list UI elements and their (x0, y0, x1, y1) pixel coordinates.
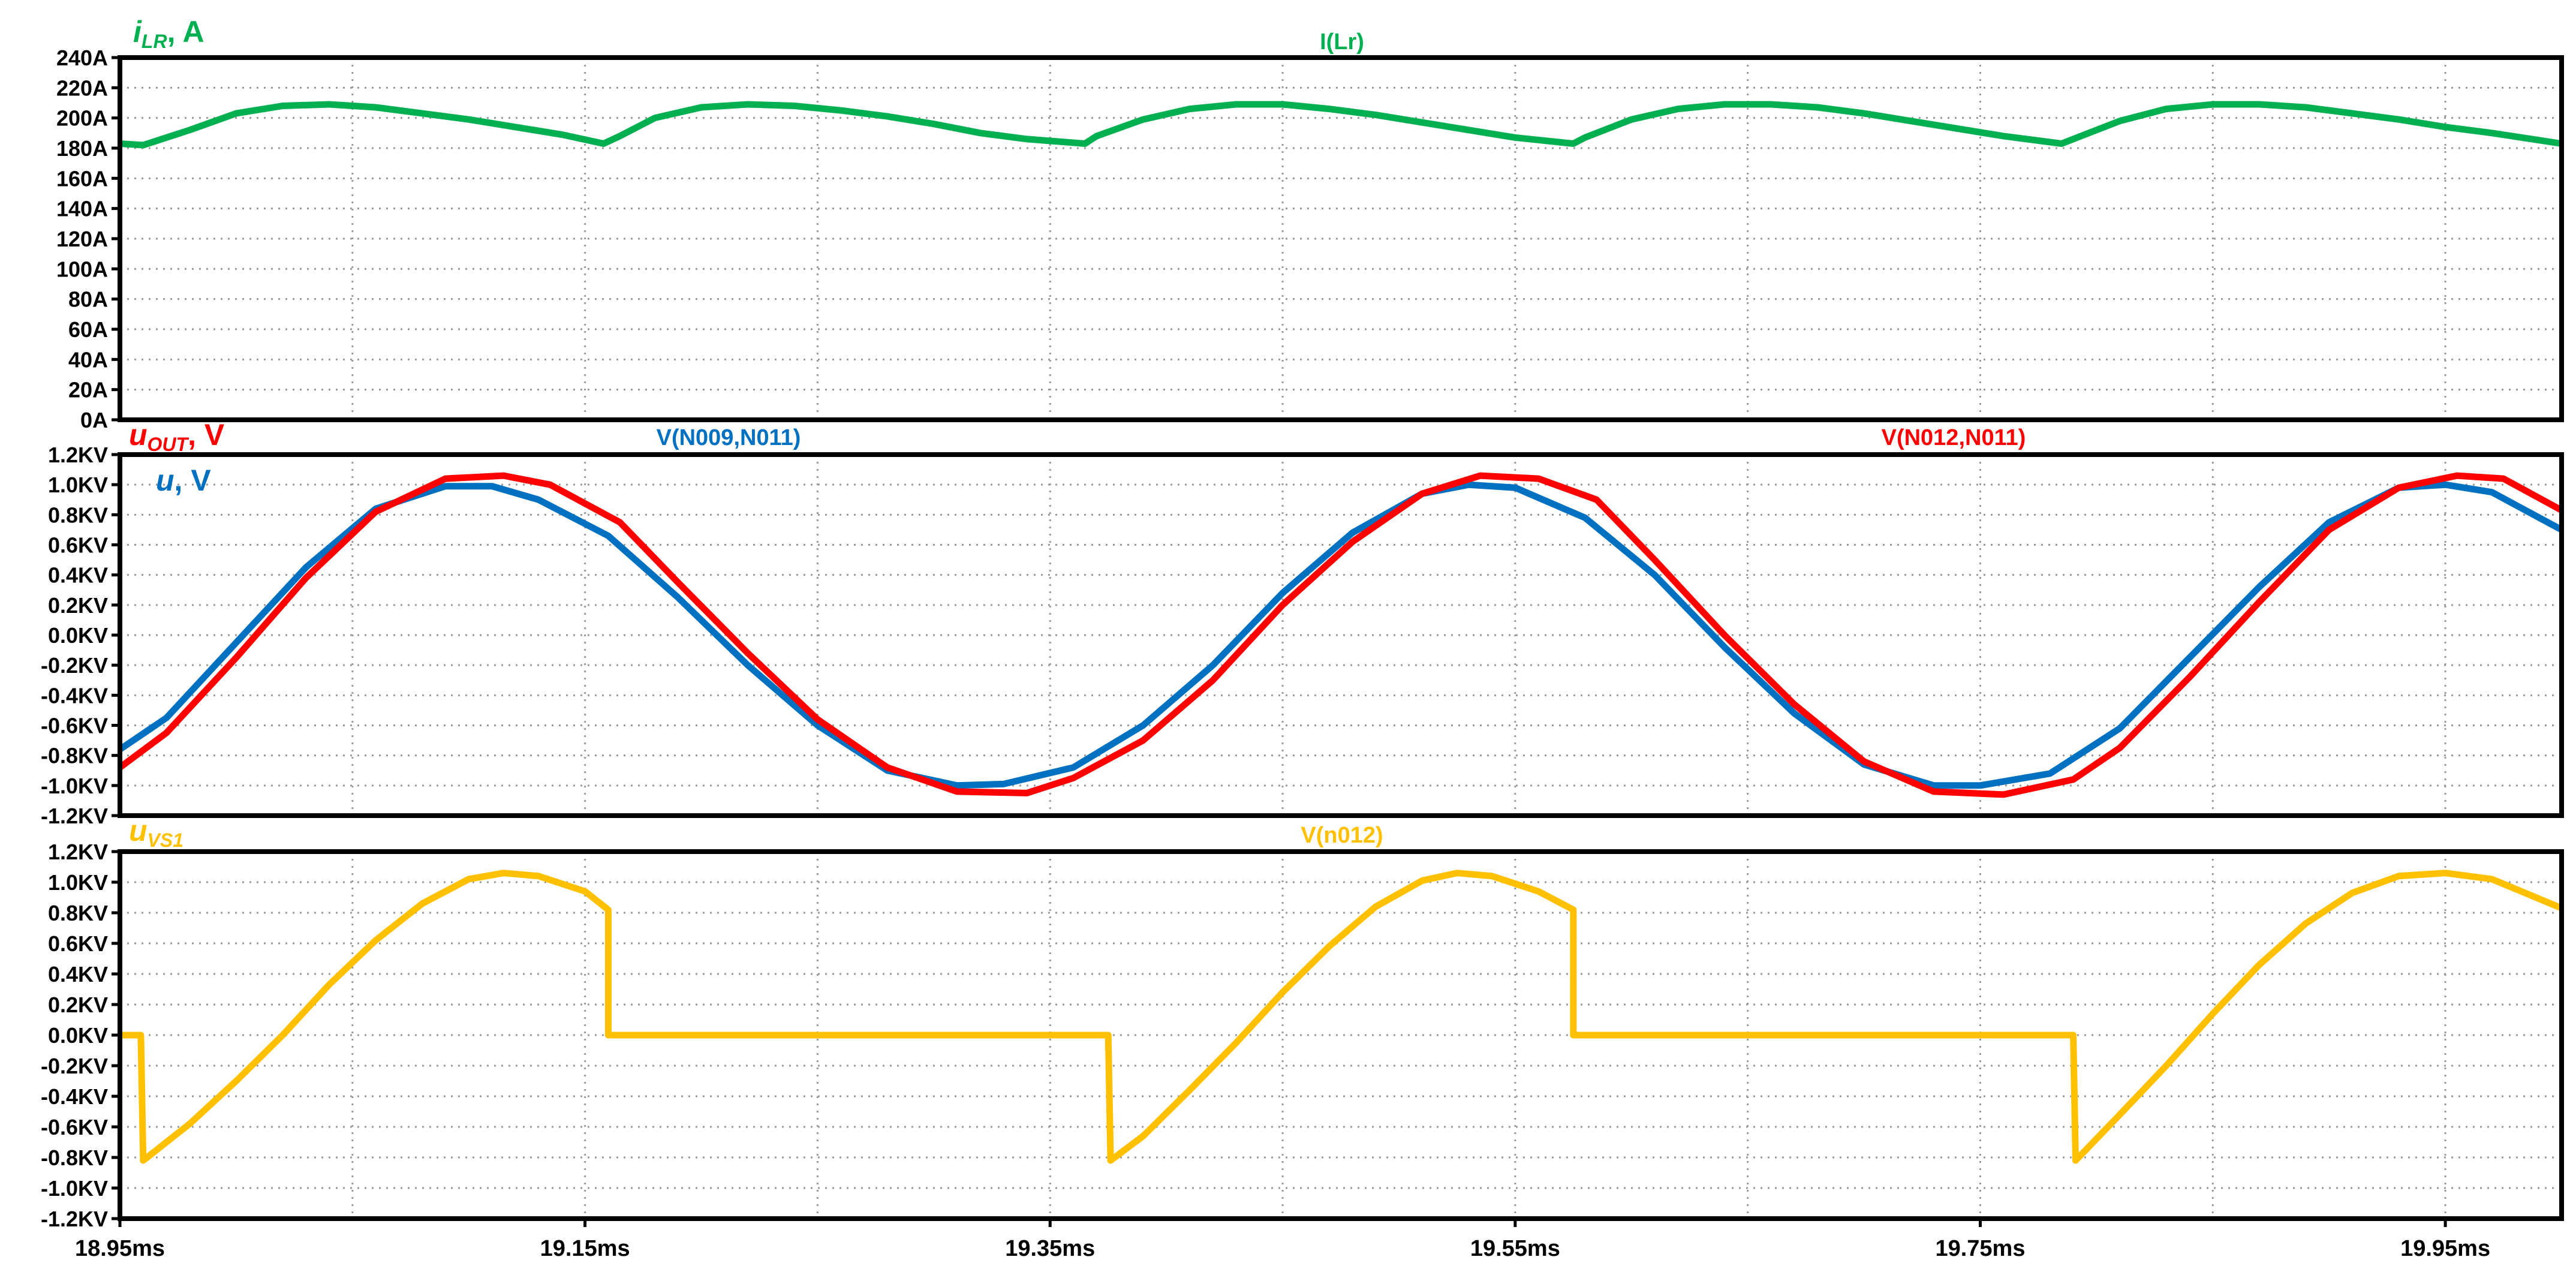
panel-label: uVS1 (129, 814, 183, 851)
y-tick-label: -0.6KV (41, 714, 108, 738)
x-tick-label: 19.75ms (1935, 1236, 2025, 1261)
panel-label: uOUT, V (129, 418, 225, 455)
panel-label: iLR, A (133, 15, 204, 52)
y-tick-label: 80A (68, 287, 108, 312)
y-tick-label: 0.8KV (48, 901, 108, 925)
plot-frame (118, 55, 2564, 422)
y-tick-label: 240A (56, 46, 108, 70)
y-tick-label: -1.2KV (41, 804, 108, 828)
y-tick-label: -1.2KV (41, 1207, 108, 1231)
y-tick-label: 0.6KV (48, 533, 108, 558)
y-tick-label: 140A (56, 197, 108, 221)
plot-frame (118, 452, 2564, 818)
y-tick-label: 200A (56, 106, 108, 131)
y-tick-label: 1.2KV (48, 840, 108, 864)
y-tick-label: 0.8KV (48, 503, 108, 527)
y-tick-label: -0.6KV (41, 1115, 108, 1139)
y-tick-label: 180A (56, 136, 108, 161)
y-tick-label: 220A (56, 76, 108, 100)
panel-label: u, V (156, 464, 211, 497)
y-tick-label: -0.8KV (41, 744, 108, 768)
y-tick-label: 160A (56, 166, 108, 191)
trace-label: V(N009,N011) (657, 425, 801, 450)
y-tick-label: -0.8KV (41, 1145, 108, 1170)
y-tick-label: -0.4KV (41, 683, 108, 708)
y-tick-label: 60A (68, 317, 108, 342)
series-line-2-0 (120, 870, 2563, 1164)
y-tick-label: -0.4KV (41, 1084, 108, 1109)
y-tick-label: 1.0KV (48, 473, 108, 497)
y-tick-label: 0.0KV (48, 623, 108, 648)
series-line-1-0 (118, 481, 2563, 789)
y-tick-label: 0.2KV (48, 993, 108, 1017)
y-tick-label: 0.2KV (48, 593, 108, 618)
y-tick-label: 1.0KV (48, 870, 108, 895)
series-line-1-1 (118, 472, 2563, 798)
y-tick-label: 0.6KV (48, 931, 108, 956)
y-tick-label: 0A (80, 408, 108, 432)
y-tick-label: -0.2KV (41, 653, 108, 678)
trace-label: I(Lr) (1320, 29, 1364, 55)
y-tick-label: 100A (56, 257, 108, 281)
y-tick-label: 0.4KV (48, 563, 108, 588)
y-tick-label: 120A (56, 227, 108, 251)
trace-label: V(n012) (1301, 823, 1383, 848)
x-tick-label: 19.55ms (1470, 1236, 1560, 1261)
x-tick-label: 19.15ms (540, 1236, 630, 1261)
y-tick-label: -0.2KV (41, 1054, 108, 1078)
trace-label: V(N012,N011) (1882, 425, 2026, 450)
x-tick-label: 19.95ms (2400, 1236, 2490, 1261)
y-tick-label: 1.2KV (48, 443, 108, 467)
plot-frame (118, 849, 2564, 1221)
y-tick-label: 0.0KV (48, 1023, 108, 1048)
x-tick-label: 19.35ms (1005, 1236, 1095, 1261)
y-tick-label: 40A (68, 347, 108, 372)
series-line-0-0 (119, 101, 2562, 149)
y-tick-label: -1.0KV (41, 1176, 108, 1201)
x-tick-label: 18.95ms (75, 1236, 165, 1261)
y-tick-label: 20A (68, 378, 108, 402)
y-tick-label: -1.0KV (41, 774, 108, 798)
y-tick-label: 0.4KV (48, 962, 108, 987)
